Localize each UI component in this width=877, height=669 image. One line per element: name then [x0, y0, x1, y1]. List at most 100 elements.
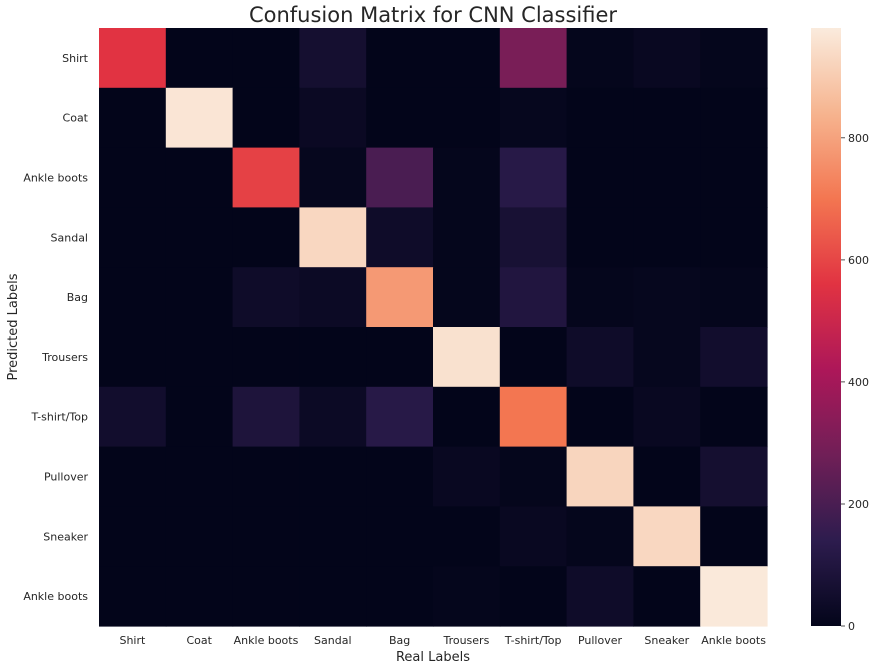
- heatmap-cell: [232, 207, 300, 268]
- heatmap-cell: [299, 87, 367, 149]
- heatmap-cell: [433, 87, 501, 149]
- heatmap-cell: [499, 267, 568, 328]
- heatmap-cell: [700, 87, 768, 149]
- heatmap-cell: [366, 566, 434, 627]
- heatmap-cell: [165, 386, 234, 448]
- heatmap-cell: [232, 566, 300, 627]
- heatmap-cell: [99, 506, 167, 567]
- y-tick-label: Pullover: [44, 471, 89, 484]
- heatmap-cell: [366, 87, 434, 149]
- heatmap-cell: [366, 327, 434, 388]
- heatmap-cell: [633, 386, 701, 448]
- heatmap-cell: [99, 87, 167, 149]
- x-tick-label: Pullover: [578, 634, 623, 647]
- heatmap-cell: [433, 446, 501, 507]
- y-axis-label: Predicted Labels: [6, 273, 21, 380]
- heatmap-cell: [99, 566, 167, 627]
- y-tick-label: Coat: [63, 112, 89, 125]
- heatmap-cell: [566, 207, 634, 268]
- heatmap-cell: [433, 386, 501, 448]
- x-tick-label: Ankle boots: [701, 634, 766, 647]
- heatmap-cell: [566, 147, 634, 208]
- heatmap-cell: [499, 446, 568, 507]
- heatmap-cell: [700, 506, 768, 567]
- heatmap-cell: [232, 446, 300, 507]
- heatmap-cell: [232, 87, 300, 149]
- heatmap-cell: [566, 28, 634, 89]
- heatmap-cell: [366, 28, 434, 89]
- colorbar: [811, 28, 841, 626]
- heatmap-cell: [700, 207, 768, 268]
- x-tick-labels: Shirt Coat Ankle boots Sandal Bag Trousers T-s…: [119, 634, 766, 647]
- y-tick-label: Bag: [67, 291, 88, 304]
- y-tick-labels: Shirt Coat Ankle boots Sandal Bag Trousers T-s…: [23, 52, 88, 603]
- heatmap-cell: [299, 147, 367, 208]
- heatmap-cell: [99, 386, 167, 448]
- heatmap-cell: [633, 28, 701, 89]
- heatmap-cell: [366, 506, 434, 567]
- heatmap-cell: [299, 386, 367, 448]
- colorbar-tick-label: 800: [848, 132, 869, 145]
- colorbar-tick-label: 400: [848, 376, 869, 389]
- heatmap-cell: [99, 327, 167, 388]
- heatmap-cell: [299, 267, 367, 328]
- heatmap-cell: [700, 446, 768, 507]
- y-tick-label: Trousers: [41, 351, 88, 364]
- heatmap-cell: [499, 87, 568, 149]
- heatmap-cell: [566, 267, 634, 328]
- heatmap-cell: [633, 87, 701, 149]
- heatmap-cell: [633, 566, 701, 627]
- heatmap-cell: [165, 506, 234, 567]
- x-tick-label: T-shirt/Top: [504, 634, 562, 647]
- heatmap-cell: [99, 28, 167, 89]
- x-tick-label: Shirt: [119, 634, 146, 647]
- heatmap-cell: [165, 147, 234, 208]
- heatmap-cell: [165, 87, 234, 149]
- heatmap-cell: [165, 267, 234, 328]
- heatmap-cell: [700, 566, 768, 627]
- heatmap-cell: [165, 446, 234, 507]
- heatmap-cell: [232, 506, 300, 567]
- heatmap-cell: [566, 506, 634, 567]
- heatmap-cell: [433, 28, 501, 89]
- heatmap-cell: [633, 327, 701, 388]
- y-tick-label: Shirt: [62, 52, 89, 65]
- y-tick-label: Ankle boots: [23, 172, 88, 185]
- heatmap-cell: [499, 566, 568, 627]
- heatmap-cell: [366, 386, 434, 448]
- heatmap-cell: [700, 327, 768, 388]
- heatmap-cell: [99, 147, 167, 208]
- heatmap-cell: [165, 207, 234, 268]
- heatmap-cell: [299, 28, 367, 89]
- heatmap-cell: [499, 28, 568, 89]
- heatmap-cell: [433, 267, 501, 328]
- y-tick-label: Sandal: [51, 231, 88, 244]
- heatmap-cell: [165, 327, 234, 388]
- heatmap-cell: [633, 147, 701, 208]
- heatmap-cell: [566, 566, 634, 627]
- heatmap-cell: [232, 147, 300, 208]
- heatmap-cell: [232, 386, 300, 448]
- heatmap-cell: [700, 28, 768, 89]
- heatmap-cell: [633, 506, 701, 567]
- heatmap-cell: [299, 327, 367, 388]
- heatmap-cell: [566, 87, 634, 149]
- heatmap-cell: [700, 267, 768, 328]
- heatmap-cell: [566, 327, 634, 388]
- heatmap-cell: [433, 207, 501, 268]
- y-tick-label: T-shirt/Top: [30, 411, 88, 424]
- heatmap-cell: [366, 147, 434, 208]
- heatmap-cell: [566, 386, 634, 448]
- heatmap-cell: [99, 446, 167, 507]
- heatmap-cell: [499, 207, 568, 268]
- heatmap-cell: [566, 446, 634, 507]
- heatmap-cell: [433, 566, 501, 627]
- heatmap-cell: [633, 207, 701, 268]
- heatmap-cell: [366, 267, 434, 328]
- heatmap-cell: [299, 506, 367, 567]
- heatmap-cell: [366, 207, 434, 268]
- heatmap-cell: [232, 28, 300, 89]
- x-axis-label: Real Labels: [396, 650, 470, 665]
- heatmap-cell: [499, 506, 568, 567]
